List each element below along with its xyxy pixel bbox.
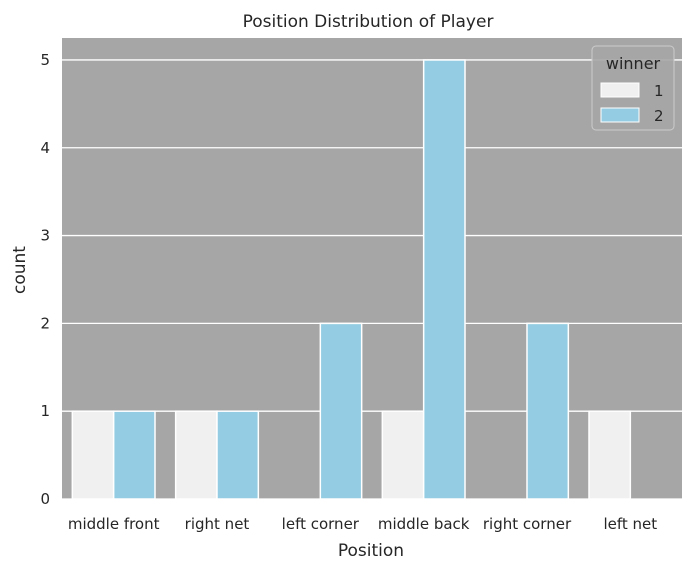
plot-area [62,38,682,499]
grid-lines [62,59,682,500]
y-axis-label: count [10,246,30,294]
legend-label-2: 2 [654,107,664,125]
y-tick-label: 5 [40,51,50,69]
legend-swatch-2 [600,107,640,123]
bar-right-corner-winner-2 [526,322,570,500]
bar-left-corner-winner-2 [319,322,363,500]
bar-middle-front-winner-1 [71,410,115,500]
y-tick-label: 3 [40,227,50,245]
legend-title: winner [606,54,661,73]
bar-middle-back-winner-2 [422,59,466,500]
bar-right-net-winner-2 [216,410,260,500]
bar-right-net-winner-1 [174,410,218,500]
x-tick-label: right net [185,515,250,533]
bar-middle-back-winner-1 [381,410,425,500]
x-tick-label: middle front [68,515,160,533]
y-tick-label: 0 [40,490,50,508]
y-tick-label: 4 [40,139,50,157]
x-axis-label: Position [338,541,404,561]
bar-left-net-winner-1 [588,410,632,500]
x-axis-ticks: middle front right net left corner middle b… [68,515,657,533]
x-tick-label: middle back [378,515,470,533]
bars [71,59,632,500]
x-tick-label: left net [603,515,657,533]
x-tick-label: right corner [483,515,572,533]
chart-title: Position Distribution of Player [243,12,494,32]
legend: winner 1 2 [591,45,675,131]
legend-label-1: 1 [654,82,664,100]
x-tick-label: left corner [282,515,360,533]
y-tick-label: 1 [40,402,50,420]
legend-swatch-1 [600,82,640,98]
y-tick-label: 2 [40,314,50,332]
y-axis-ticks: 0 1 2 3 4 5 [40,51,50,508]
bar-middle-front-winner-2 [112,410,156,500]
